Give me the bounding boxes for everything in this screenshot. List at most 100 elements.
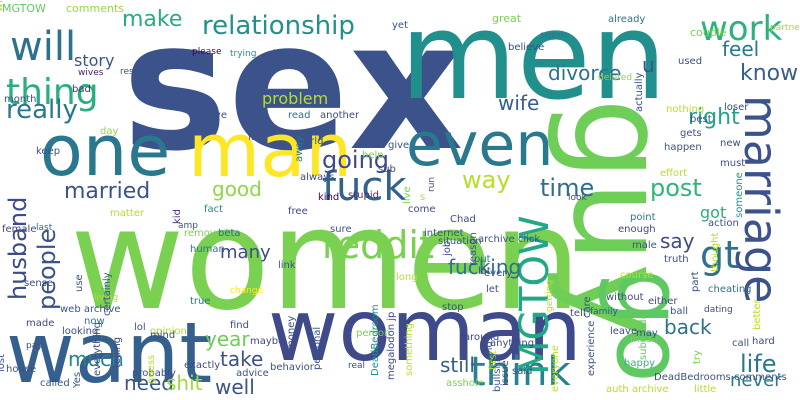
- small-word: deleted: [598, 73, 632, 83]
- word-think: think: [470, 349, 572, 395]
- small-word: trying: [230, 49, 256, 59]
- small-word: always: [300, 172, 334, 183]
- small-word: tell: [570, 308, 586, 319]
- small-word: seem: [540, 30, 567, 41]
- small-word: without: [606, 292, 644, 303]
- word-even: even: [406, 110, 553, 180]
- small-word: little: [694, 384, 716, 395]
- small-word: change: [230, 286, 264, 296]
- small-word: ball: [670, 306, 688, 317]
- small-word: behavior: [270, 362, 315, 373]
- small-word: lost: [0, 354, 7, 372]
- small-word: free: [288, 206, 308, 217]
- word-fuck: fuck: [322, 164, 407, 210]
- small-word: find: [230, 320, 249, 331]
- small-word: said: [512, 366, 532, 377]
- small-word: made: [26, 318, 54, 329]
- small-word: guess: [146, 355, 157, 384]
- small-word: asshole: [446, 378, 484, 389]
- word-thing: thing: [6, 72, 99, 113]
- small-word: telling: [112, 337, 123, 368]
- small-word: another: [320, 110, 360, 121]
- word-story: story: [74, 51, 114, 70]
- small-word: opinion: [150, 326, 187, 337]
- small-word: leave: [610, 326, 637, 337]
- small-word: MGTOW: [2, 2, 46, 15]
- word-way: way: [462, 166, 511, 194]
- small-word: issue: [500, 360, 511, 386]
- small-word: see: [232, 296, 250, 307]
- word-men: men: [400, 0, 667, 127]
- small-word: gets: [680, 128, 702, 139]
- small-word: personal: [312, 327, 323, 370]
- small-word: DeadBedrooms comments: [654, 372, 787, 383]
- small-word: sense: [24, 278, 53, 289]
- word-know: know: [740, 61, 798, 86]
- small-word: now: [84, 316, 105, 327]
- small-word: truth: [664, 254, 689, 265]
- small-word: looking: [62, 326, 98, 337]
- small-word: best: [690, 114, 712, 125]
- small-word: happy: [624, 358, 655, 369]
- small-word: let: [486, 284, 499, 295]
- small-word: end: [484, 341, 495, 360]
- small-word: maybe: [250, 336, 284, 347]
- small-word: love: [206, 110, 227, 121]
- small-word: better: [752, 299, 763, 330]
- small-word: call: [732, 338, 749, 349]
- small-word: effort: [660, 168, 687, 179]
- small-word: person: [356, 328, 390, 339]
- small-word: yet: [392, 20, 408, 31]
- word-man: man: [188, 108, 352, 194]
- small-word: pay: [26, 341, 43, 351]
- word-shit: shit: [166, 371, 203, 395]
- word-really: really: [6, 95, 78, 125]
- word-much: much: [68, 347, 124, 371]
- small-word: fat: [248, 133, 261, 143]
- small-word: believe: [508, 42, 544, 53]
- word-got: got: [700, 203, 726, 222]
- small-word: run: [427, 177, 437, 192]
- small-word: new: [720, 138, 741, 149]
- word-need: need: [124, 371, 174, 395]
- small-word: bad: [72, 84, 91, 95]
- small-word: first: [488, 350, 499, 370]
- small-word: family: [590, 307, 618, 317]
- small-word: sure: [330, 224, 352, 235]
- word-want: want: [6, 304, 212, 400]
- small-word: nothing: [666, 104, 704, 115]
- word-feel: feel: [722, 37, 759, 61]
- small-word: male: [632, 240, 657, 251]
- small-word: kind: [318, 192, 339, 203]
- word-mgtow: MGTOW: [512, 215, 558, 375]
- small-word: getting: [545, 280, 555, 312]
- small-word: point: [630, 212, 656, 223]
- small-word: everything: [92, 322, 103, 376]
- word-going: going: [322, 146, 389, 174]
- word-will: will: [10, 24, 76, 70]
- small-word: actually: [634, 72, 645, 112]
- small-word: give: [388, 140, 409, 151]
- small-word: fact: [204, 204, 223, 215]
- small-word: part: [690, 271, 701, 292]
- word-still: still: [440, 353, 475, 377]
- small-word: come: [408, 204, 436, 215]
- word-married: married: [64, 179, 150, 204]
- small-word: loser: [724, 102, 749, 113]
- word-gt: gt: [700, 233, 739, 277]
- small-word: used: [678, 56, 702, 67]
- word-u: u: [642, 53, 655, 77]
- small-word: removed: [184, 228, 228, 239]
- word-make: make: [122, 7, 182, 32]
- small-word: situation: [438, 236, 482, 247]
- word-post: post: [650, 174, 702, 202]
- small-word: happen: [664, 142, 702, 153]
- small-word: thought: [710, 233, 721, 272]
- small-word: experience: [586, 321, 597, 376]
- small-word: day: [100, 126, 118, 137]
- small-word: around: [464, 332, 499, 343]
- small-word: called: [40, 378, 70, 389]
